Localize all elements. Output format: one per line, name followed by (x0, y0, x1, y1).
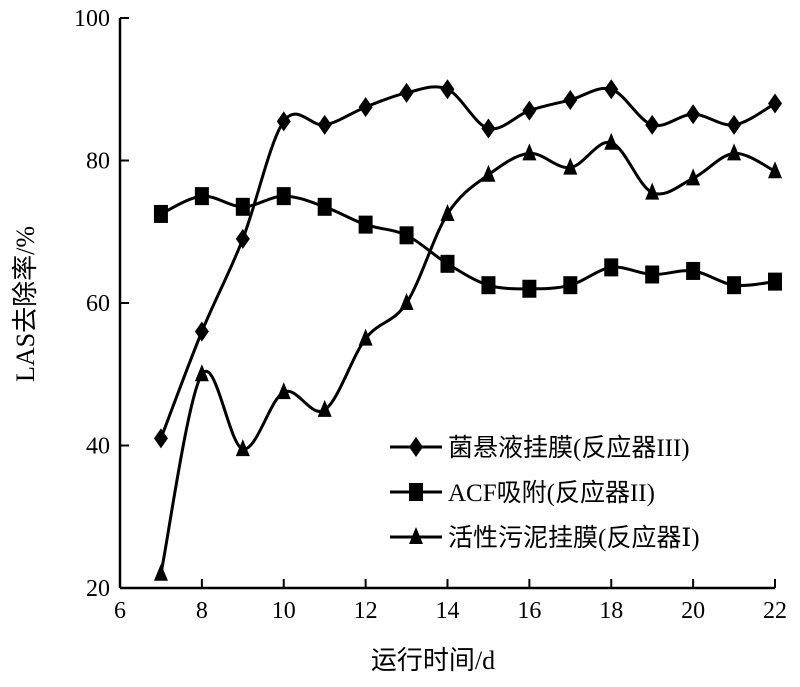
data-point-diamond (440, 79, 455, 100)
legend-item: 菌悬液挂膜(反应器III) (390, 434, 690, 462)
data-point-triangle (153, 563, 168, 581)
data-point-triangle (768, 161, 782, 179)
data-point-triangle (194, 364, 209, 382)
y-tick-label: 100 (74, 6, 110, 32)
data-point-square (686, 261, 701, 280)
data-point-square (153, 204, 168, 223)
data-point-square (645, 265, 660, 284)
data-point-square (317, 197, 332, 216)
data-point-diamond (399, 82, 414, 103)
data-point-triangle (563, 157, 578, 175)
data-point-diamond (768, 93, 782, 114)
data-point-triangle (440, 203, 455, 221)
legend: 菌悬液挂膜(反应器III) ACF吸附(反应器II) 活性污泥挂膜(反应器Ⅰ) (390, 434, 700, 552)
data-point-diamond (235, 228, 250, 249)
x-tick-label: 22 (763, 598, 787, 624)
data-point-square (235, 197, 250, 216)
x-tick-label: 12 (354, 598, 378, 624)
y-tick-label: 60 (86, 291, 110, 317)
data-point-triangle (522, 143, 537, 161)
series-square (153, 187, 782, 298)
series-line (159, 85, 776, 439)
data-point-triangle (358, 328, 373, 346)
x-tick-label: 8 (196, 598, 208, 624)
y-tick-label: 40 (86, 434, 110, 460)
data-point-diamond (153, 428, 168, 449)
data-point-square (727, 276, 742, 295)
legend-item: 活性污泥挂膜(反应器Ⅰ) (390, 524, 700, 552)
data-point-diamond (686, 104, 701, 125)
chart-axes: 6 8 10 12 14 16 18 20 22 20 40 60 80 100 (74, 6, 787, 624)
data-point-triangle (686, 168, 701, 186)
series-line (160, 194, 776, 291)
data-point-triangle (276, 382, 291, 400)
data-point-diamond (727, 114, 742, 135)
data-point-square (440, 254, 455, 273)
data-point-square (399, 226, 414, 245)
data-point-triangle (317, 399, 332, 417)
x-tick-label: 16 (517, 598, 541, 624)
data-point-square (768, 272, 782, 291)
data-point-square (276, 187, 291, 206)
data-point-diamond (358, 97, 373, 118)
series-triangle (153, 132, 782, 581)
y-axis-title: LAS去除率/% (11, 226, 40, 382)
x-tick-label: 18 (599, 598, 623, 624)
legend-label: ACF吸附(反应器II) (448, 479, 655, 507)
data-point-square (563, 276, 578, 295)
y-tick-label: 20 (86, 576, 110, 602)
x-tick-label: 6 (114, 598, 126, 624)
data-point-triangle (645, 182, 660, 200)
data-point-diamond (604, 79, 619, 100)
data-point-triangle (481, 164, 496, 182)
data-point-square (194, 187, 209, 206)
data-point-square (522, 279, 537, 298)
x-tick-label: 20 (681, 598, 705, 624)
data-point-diamond (194, 321, 209, 342)
legend-marker-square (409, 483, 423, 501)
data-point-diamond (317, 114, 332, 135)
legend-label: 菌悬液挂膜(反应器III) (448, 434, 690, 462)
data-point-diamond (276, 111, 291, 132)
data-point-diamond (522, 100, 537, 121)
legend-label: 活性污泥挂膜(反应器Ⅰ) (448, 524, 700, 552)
data-point-triangle (235, 439, 250, 457)
x-tick-label: 14 (436, 598, 460, 624)
legend-marker-diamond (409, 437, 423, 457)
data-point-square (604, 258, 619, 277)
data-point-square (481, 276, 496, 295)
data-point-triangle (604, 132, 619, 150)
plot-area (153, 79, 782, 581)
data-point-diamond (481, 118, 496, 139)
data-point-square (358, 215, 373, 234)
data-point-triangle (727, 143, 742, 161)
data-point-diamond (645, 114, 660, 135)
legend-marker-triangle (409, 527, 423, 544)
x-tick-label: 10 (272, 598, 296, 624)
y-tick-label: 80 (86, 149, 110, 175)
data-point-triangle (399, 293, 414, 310)
series-diamond (153, 79, 782, 449)
legend-item: ACF吸附(反应器II) (390, 479, 655, 507)
data-point-diamond (563, 89, 578, 110)
x-axis-title: 运行时间/d (371, 646, 495, 675)
